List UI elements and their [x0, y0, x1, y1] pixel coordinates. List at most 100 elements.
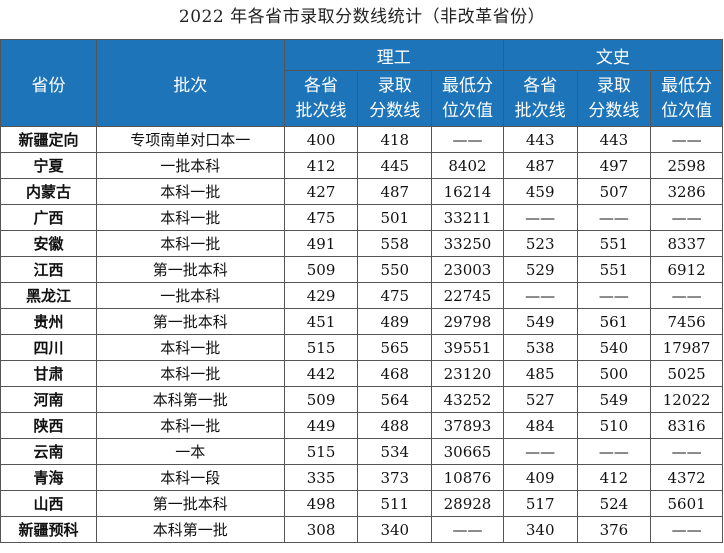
province-cell: 新疆定向 — [0, 126, 97, 153]
science-admission-score-cell: 565 — [357, 334, 433, 361]
arts-min-rank-cell: 7456 — [650, 308, 723, 335]
arts-min-rank-cell: 2598 — [650, 152, 723, 179]
table-row: 内蒙古 本科一批 427 487 16214 459 507 3286 — [0, 178, 723, 205]
science-batch-line-cell: 427 — [283, 178, 359, 205]
table-row: 黑龙江 一批本科 429 475 22745 —— —— —— — [0, 282, 723, 309]
arts-min-rank-cell: 5025 — [650, 360, 723, 387]
table-row: 广西 本科一批 475 501 33211 —— —— —— — [0, 204, 723, 231]
arts-min-rank-cell: 17987 — [650, 334, 723, 361]
arts-min-rank-cell: 5601 — [650, 490, 723, 517]
science-admission-score-cell: 564 — [357, 386, 433, 413]
science-min-rank-cell: 43252 — [431, 386, 504, 413]
science-admission-score-cell: 511 — [357, 490, 433, 517]
table-row: 四川 本科一批 515 565 39551 538 540 17987 — [0, 334, 723, 361]
table-row: 云南 一本 515 534 30665 —— —— —— — [0, 438, 723, 465]
arts-admission-score-cell: —— — [576, 438, 652, 465]
province-cell: 宁夏 — [0, 152, 97, 179]
arts-batch-line-cell: —— — [502, 438, 578, 465]
arts-admission-score-cell: 412 — [576, 464, 652, 491]
header-batch: 批次 — [95, 39, 285, 127]
province-cell: 云南 — [0, 438, 97, 465]
science-batch-line-cell: 515 — [283, 334, 359, 361]
table-row: 新疆预科 本科第一批 308 340 —— 340 376 —— — [0, 516, 723, 543]
batch-cell: 本科一批 — [95, 334, 285, 361]
page-title: 2022 年各省市录取分数线统计（非改革省份） — [178, 7, 546, 27]
batch-cell: 本科一批 — [95, 204, 285, 231]
province-cell: 山西 — [0, 490, 97, 517]
arts-batch-line-cell: 527 — [502, 386, 578, 413]
batch-cell: 第一批本科 — [95, 490, 285, 517]
science-min-rank-cell: 22745 — [431, 282, 504, 309]
science-min-rank-cell: 28928 — [431, 490, 504, 517]
arts-admission-score-cell: 443 — [576, 126, 652, 153]
arts-batch-line-cell: 484 — [502, 412, 578, 439]
arts-admission-score-cell: 497 — [576, 152, 652, 179]
batch-cell: 本科第一批 — [95, 386, 285, 413]
arts-batch-line-cell: 409 — [502, 464, 578, 491]
arts-admission-score-cell: 540 — [576, 334, 652, 361]
arts-min-rank-cell: 8316 — [650, 412, 723, 439]
science-min-rank-cell: 29798 — [431, 308, 504, 335]
science-batch-line-cell: 491 — [283, 230, 359, 257]
province-cell: 内蒙古 — [0, 178, 97, 205]
science-batch-line-cell: 475 — [283, 204, 359, 231]
science-admission-score-cell: 550 — [357, 256, 433, 283]
science-min-rank-cell: 10876 — [431, 464, 504, 491]
science-admission-score-cell: 445 — [357, 152, 433, 179]
science-batch-line-cell: 400 — [283, 126, 359, 153]
arts-admission-score-cell: 510 — [576, 412, 652, 439]
science-batch-line-cell: 515 — [283, 438, 359, 465]
arts-batch-line-cell: 443 — [502, 126, 578, 153]
science-admission-score-cell: 488 — [357, 412, 433, 439]
province-cell: 甘肃 — [0, 360, 97, 387]
science-admission-score-cell: 487 — [357, 178, 433, 205]
header-arts-min-rank: 最低分 位次值 — [650, 70, 723, 127]
arts-min-rank-cell: 8337 — [650, 230, 723, 257]
table-row: 江西 第一批本科 509 550 23003 529 551 6912 — [0, 256, 723, 283]
batch-cell: 一批本科 — [95, 282, 285, 309]
arts-batch-line-cell: 459 — [502, 178, 578, 205]
science-batch-line-cell: 412 — [283, 152, 359, 179]
arts-min-rank-cell: —— — [650, 204, 723, 231]
table-row: 河南 本科第一批 509 564 43252 527 549 12022 — [0, 386, 723, 413]
arts-batch-line-cell: 549 — [502, 308, 578, 335]
header-arts: 文史 — [502, 39, 724, 71]
arts-min-rank-cell: —— — [650, 126, 723, 153]
science-batch-line-cell: 509 — [283, 386, 359, 413]
province-cell: 四川 — [0, 334, 97, 361]
batch-cell: 第一批本科 — [95, 256, 285, 283]
arts-admission-score-cell: 500 — [576, 360, 652, 387]
science-batch-line-cell: 498 — [283, 490, 359, 517]
science-min-rank-cell: 16214 — [431, 178, 504, 205]
arts-batch-line-cell: 529 — [502, 256, 578, 283]
arts-batch-line-cell: 523 — [502, 230, 578, 257]
header-science-min-rank: 最低分 位次值 — [431, 70, 504, 127]
arts-min-rank-cell: 12022 — [650, 386, 723, 413]
arts-batch-line-cell: 538 — [502, 334, 578, 361]
science-admission-score-cell: 373 — [357, 464, 433, 491]
header-arts-batch-line: 各省 批次线 — [502, 70, 578, 127]
header-science-batch-line: 各省 批次线 — [283, 70, 359, 127]
science-admission-score-cell: 558 — [357, 230, 433, 257]
science-batch-line-cell: 308 — [283, 516, 359, 543]
science-batch-line-cell: 442 — [283, 360, 359, 387]
batch-cell: 一批本科 — [95, 152, 285, 179]
science-batch-line-cell: 509 — [283, 256, 359, 283]
science-min-rank-cell: 37893 — [431, 412, 504, 439]
batch-cell: 一本 — [95, 438, 285, 465]
province-cell: 江西 — [0, 256, 97, 283]
science-batch-line-cell: 449 — [283, 412, 359, 439]
arts-admission-score-cell: —— — [576, 282, 652, 309]
arts-batch-line-cell: —— — [502, 204, 578, 231]
table-row: 宁夏 一批本科 412 445 8402 487 497 2598 — [0, 152, 723, 179]
table-row: 甘肃 本科一批 442 468 23120 485 500 5025 — [0, 360, 723, 387]
arts-min-rank-cell: 6912 — [650, 256, 723, 283]
arts-admission-score-cell: 549 — [576, 386, 652, 413]
header-arts-admission-score: 录取 分数线 — [576, 70, 652, 127]
arts-admission-score-cell: 551 — [576, 230, 652, 257]
science-admission-score-cell: 534 — [357, 438, 433, 465]
province-cell: 广西 — [0, 204, 97, 231]
arts-admission-score-cell: 561 — [576, 308, 652, 335]
science-admission-score-cell: 475 — [357, 282, 433, 309]
province-cell: 陕西 — [0, 412, 97, 439]
